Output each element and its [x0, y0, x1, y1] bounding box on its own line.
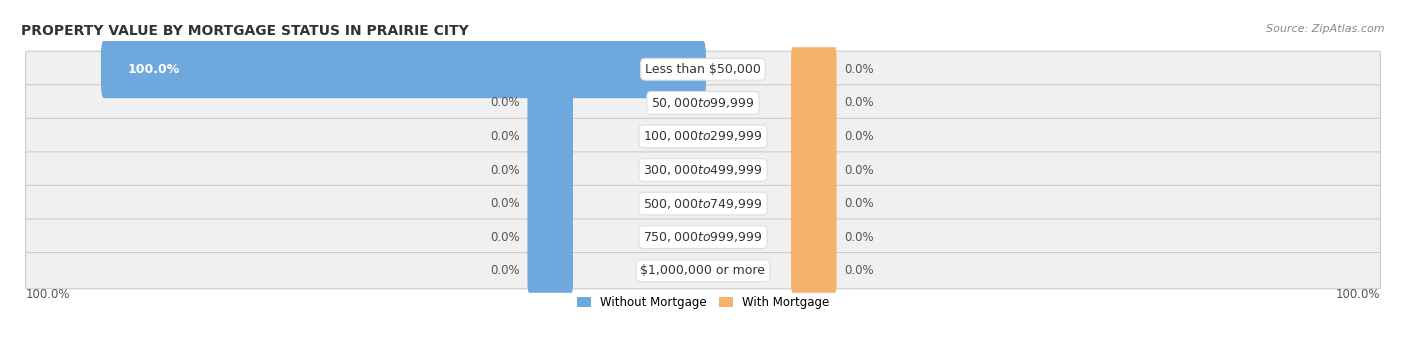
Text: 0.0%: 0.0%	[491, 197, 520, 210]
Text: $750,000 to $999,999: $750,000 to $999,999	[644, 230, 762, 244]
FancyBboxPatch shape	[792, 249, 837, 293]
Text: 0.0%: 0.0%	[844, 197, 873, 210]
FancyBboxPatch shape	[792, 148, 837, 192]
FancyBboxPatch shape	[527, 114, 574, 158]
FancyBboxPatch shape	[792, 81, 837, 125]
FancyBboxPatch shape	[25, 185, 1381, 222]
FancyBboxPatch shape	[792, 114, 837, 158]
FancyBboxPatch shape	[25, 152, 1381, 188]
Text: 0.0%: 0.0%	[491, 264, 520, 277]
Text: $1,000,000 or more: $1,000,000 or more	[641, 264, 765, 277]
Text: Source: ZipAtlas.com: Source: ZipAtlas.com	[1267, 24, 1385, 34]
FancyBboxPatch shape	[527, 249, 574, 293]
FancyBboxPatch shape	[792, 182, 837, 226]
FancyBboxPatch shape	[792, 215, 837, 259]
Text: 0.0%: 0.0%	[844, 231, 873, 244]
Text: 0.0%: 0.0%	[844, 96, 873, 109]
Text: 0.0%: 0.0%	[491, 130, 520, 143]
FancyBboxPatch shape	[527, 215, 574, 259]
Text: 0.0%: 0.0%	[491, 164, 520, 176]
Text: 0.0%: 0.0%	[844, 130, 873, 143]
FancyBboxPatch shape	[25, 253, 1381, 289]
Text: $100,000 to $299,999: $100,000 to $299,999	[644, 130, 762, 143]
FancyBboxPatch shape	[25, 118, 1381, 155]
Text: 0.0%: 0.0%	[844, 164, 873, 176]
FancyBboxPatch shape	[527, 148, 574, 192]
Text: 0.0%: 0.0%	[491, 231, 520, 244]
FancyBboxPatch shape	[792, 47, 837, 91]
FancyBboxPatch shape	[527, 182, 574, 226]
Text: $50,000 to $99,999: $50,000 to $99,999	[651, 96, 755, 110]
Text: $500,000 to $749,999: $500,000 to $749,999	[644, 197, 762, 210]
Text: 100.0%: 100.0%	[1336, 288, 1379, 301]
FancyBboxPatch shape	[101, 40, 706, 98]
FancyBboxPatch shape	[25, 85, 1381, 121]
FancyBboxPatch shape	[527, 81, 574, 125]
Text: PROPERTY VALUE BY MORTGAGE STATUS IN PRAIRIE CITY: PROPERTY VALUE BY MORTGAGE STATUS IN PRA…	[21, 24, 468, 38]
Text: Less than $50,000: Less than $50,000	[645, 63, 761, 76]
FancyBboxPatch shape	[25, 51, 1381, 87]
FancyBboxPatch shape	[25, 219, 1381, 255]
Text: $300,000 to $499,999: $300,000 to $499,999	[644, 163, 762, 177]
Legend: Without Mortgage, With Mortgage: Without Mortgage, With Mortgage	[572, 291, 834, 314]
Text: 100.0%: 100.0%	[128, 63, 180, 76]
Text: 0.0%: 0.0%	[491, 96, 520, 109]
Text: 100.0%: 100.0%	[27, 288, 70, 301]
Text: 0.0%: 0.0%	[844, 264, 873, 277]
Text: 0.0%: 0.0%	[844, 63, 873, 76]
